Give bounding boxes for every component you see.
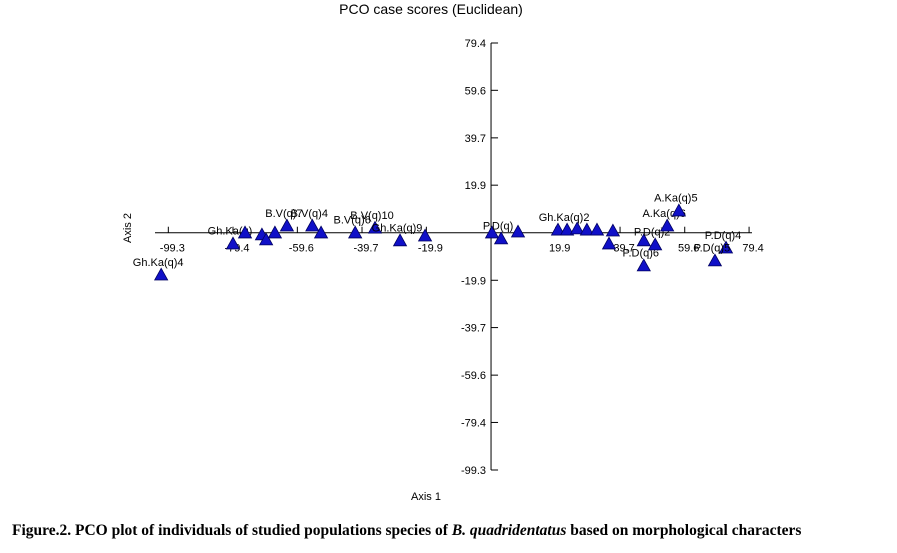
point bbox=[659, 218, 675, 232]
point bbox=[348, 225, 363, 239]
point-label: P.D(q) bbox=[483, 221, 513, 233]
point bbox=[267, 225, 283, 239]
point bbox=[225, 236, 241, 250]
point-label: A.Ka(q)5 bbox=[654, 193, 697, 205]
x-tick-label: 39.7 bbox=[613, 243, 634, 255]
point bbox=[671, 203, 687, 217]
point-label: Gh.Ka(q)9 bbox=[372, 223, 423, 235]
point bbox=[589, 222, 605, 236]
point bbox=[493, 231, 509, 245]
point-label: Gh.Ka(q)2 bbox=[539, 212, 590, 224]
y-tick-label: 39.7 bbox=[465, 133, 486, 145]
point-label: P.D(q)4 bbox=[705, 230, 741, 242]
caption-text: Figure.2. PCO plot of individuals of stu… bbox=[12, 522, 452, 539]
point bbox=[647, 237, 663, 251]
point bbox=[417, 228, 433, 242]
point bbox=[718, 240, 734, 254]
point-label: B.V(q)10 bbox=[350, 210, 393, 222]
y-tick-label: -59.6 bbox=[461, 370, 486, 382]
point bbox=[279, 218, 295, 232]
y-tick-label: 59.6 bbox=[465, 85, 486, 97]
point bbox=[258, 232, 274, 246]
caption-species: B. quadridentatus bbox=[451, 522, 567, 539]
point bbox=[579, 222, 595, 236]
x-tick-label: -19.9 bbox=[418, 243, 443, 255]
point-label: B.V(q)4 bbox=[291, 208, 328, 220]
y-tick-label: -99.3 bbox=[461, 465, 486, 477]
point bbox=[367, 220, 383, 234]
point-label: P.D(q)6 bbox=[623, 248, 659, 260]
caption-text: based on morphological characters bbox=[566, 522, 802, 539]
chart-title: PCO case scores (Euclidean) bbox=[339, 1, 523, 17]
x-tick-label: -99.3 bbox=[160, 243, 185, 255]
y-tick-label: 19.9 bbox=[465, 180, 486, 192]
point bbox=[237, 225, 253, 239]
x-tick-label: 79.4 bbox=[742, 243, 763, 255]
y-axis-label: Axis 2 bbox=[122, 213, 134, 243]
point bbox=[636, 258, 651, 272]
point bbox=[569, 221, 585, 235]
x-tick-label: 59.6 bbox=[678, 243, 699, 255]
point bbox=[601, 236, 617, 250]
point bbox=[305, 218, 320, 232]
caption: Figure.2. PCO plot of individuals of stu… bbox=[12, 522, 801, 540]
point bbox=[153, 267, 169, 281]
point bbox=[707, 253, 723, 267]
y-tick-label: -39.7 bbox=[461, 323, 486, 335]
point bbox=[605, 223, 621, 237]
x-tick-label: -39.7 bbox=[353, 243, 378, 255]
point bbox=[510, 224, 526, 238]
y-tick-label: -19.9 bbox=[461, 275, 486, 287]
chart: PCO case scores (Euclidean) Axis 1 Axis … bbox=[122, 1, 764, 503]
point bbox=[313, 225, 329, 239]
point-label: Gh.Ka(q)4 bbox=[133, 257, 184, 269]
point bbox=[550, 222, 566, 236]
point bbox=[559, 222, 575, 236]
point-label: P.D(q)5 bbox=[694, 243, 730, 255]
point bbox=[392, 233, 408, 247]
point bbox=[636, 233, 651, 247]
point bbox=[484, 225, 500, 239]
point-label: B.V(q)6 bbox=[334, 215, 371, 227]
y-tick-label: -79.4 bbox=[461, 417, 486, 429]
x-axis-label: Axis 1 bbox=[411, 491, 441, 503]
x-tick-label: -59.6 bbox=[289, 243, 314, 255]
y-tick-label: 79.4 bbox=[465, 38, 486, 50]
point-label: B.V(q)7 bbox=[265, 208, 302, 220]
x-tick-label: 19.9 bbox=[549, 243, 570, 255]
